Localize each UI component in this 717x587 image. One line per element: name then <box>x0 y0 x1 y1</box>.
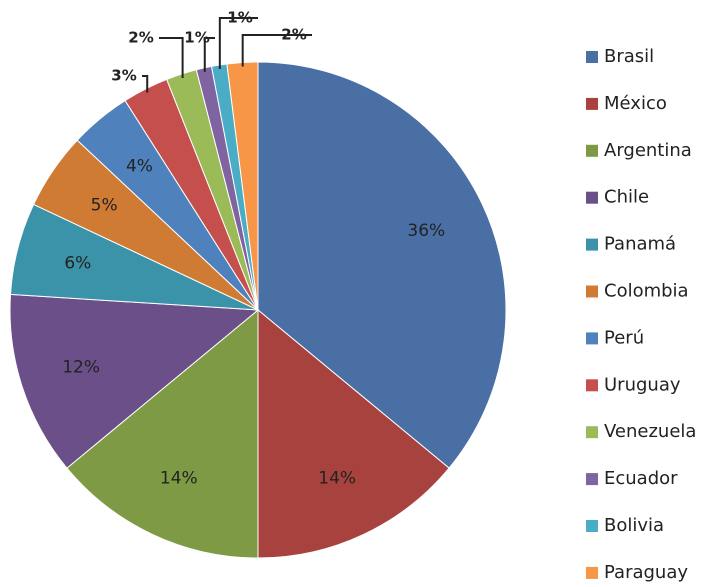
leader-line <box>218 17 258 70</box>
legend-swatch <box>586 426 598 439</box>
legend-swatch <box>586 238 598 251</box>
leader-line <box>203 37 215 72</box>
data-label: 12% <box>62 357 100 377</box>
data-label: 36% <box>407 221 445 241</box>
legend-label: Paraguay <box>604 562 688 583</box>
legend-label: Panamá <box>604 234 676 255</box>
legend-label: Brasil <box>604 46 654 67</box>
data-label: 6% <box>64 254 91 274</box>
leader-line <box>142 75 149 93</box>
legend-label: Ecuador <box>604 468 678 489</box>
pie-slice <box>257 61 507 469</box>
pie-slice <box>257 308 450 559</box>
legend-label: Perú <box>604 327 644 348</box>
legend-label: Chile <box>604 187 649 208</box>
data-label: 1% <box>184 29 209 47</box>
legend-swatch <box>586 520 598 532</box>
legend-swatch <box>586 379 598 392</box>
data-label: 4% <box>126 157 153 177</box>
legend-swatch <box>586 97 598 110</box>
legend-label: Colombia <box>604 281 689 302</box>
data-label: 14% <box>318 468 356 488</box>
legend-label: Venezuela <box>604 421 696 442</box>
legend-swatch <box>586 473 598 486</box>
legend-label: México <box>604 93 667 114</box>
pie-slice <box>66 308 259 559</box>
data-label: 1% <box>227 9 252 27</box>
pie-slice <box>9 293 260 469</box>
leader-line <box>159 37 184 78</box>
legend-label: Uruguay <box>604 374 681 395</box>
legend-label: Bolivia <box>604 515 664 536</box>
data-label: 5% <box>91 195 118 215</box>
legend-swatch <box>586 144 598 157</box>
data-label: 14% <box>160 468 198 488</box>
legend-swatch <box>586 566 598 579</box>
legend-swatch <box>586 191 598 204</box>
data-label: 2% <box>281 26 306 44</box>
data-label: 2% <box>128 29 153 47</box>
legend-label: Argentina <box>604 140 692 161</box>
legend-swatch <box>586 51 598 63</box>
legend-swatch <box>586 332 598 345</box>
data-label: 3% <box>111 67 136 85</box>
legend-swatch <box>586 285 598 298</box>
leader-line <box>241 34 312 67</box>
